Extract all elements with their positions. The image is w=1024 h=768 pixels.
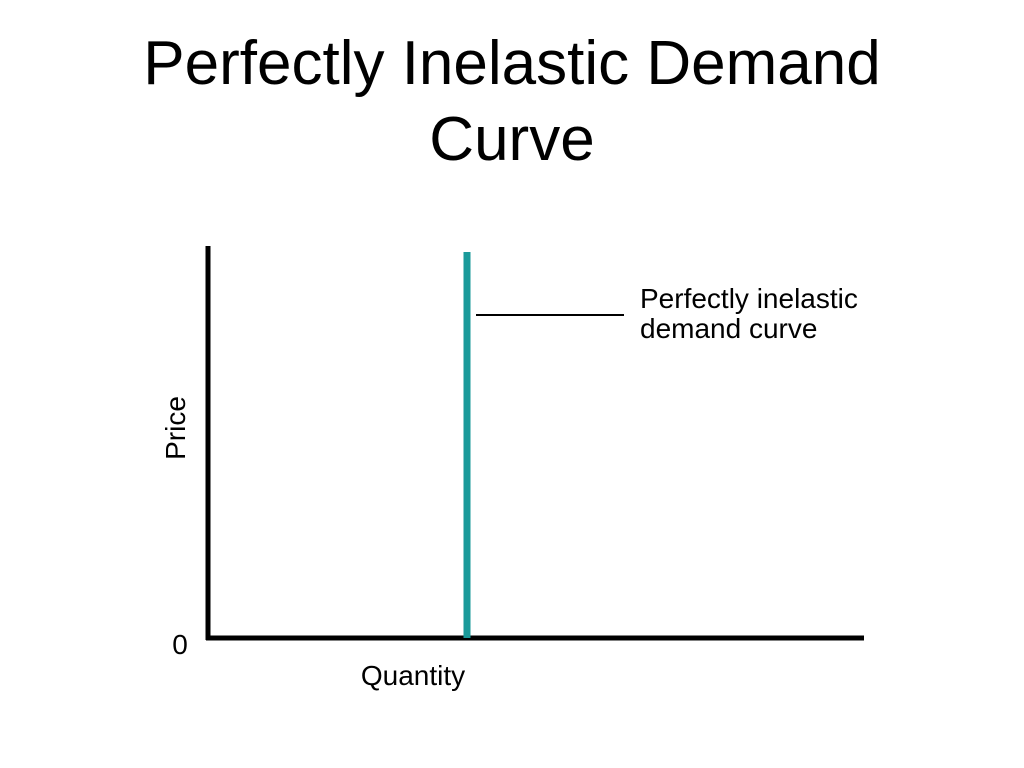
origin-label: 0 <box>172 629 188 660</box>
annotation-line-1: Perfectly inelastic <box>640 283 858 314</box>
title-line-2: Curve <box>429 105 595 174</box>
title-line-1: Perfectly Inelastic Demand <box>143 29 881 98</box>
x-axis-label: Quantity <box>361 660 465 691</box>
annotation-line-2: demand curve <box>640 313 817 344</box>
slide-title: Perfectly Inelastic Demand Curve <box>0 26 1024 178</box>
y-axis-label: Price <box>160 396 191 460</box>
